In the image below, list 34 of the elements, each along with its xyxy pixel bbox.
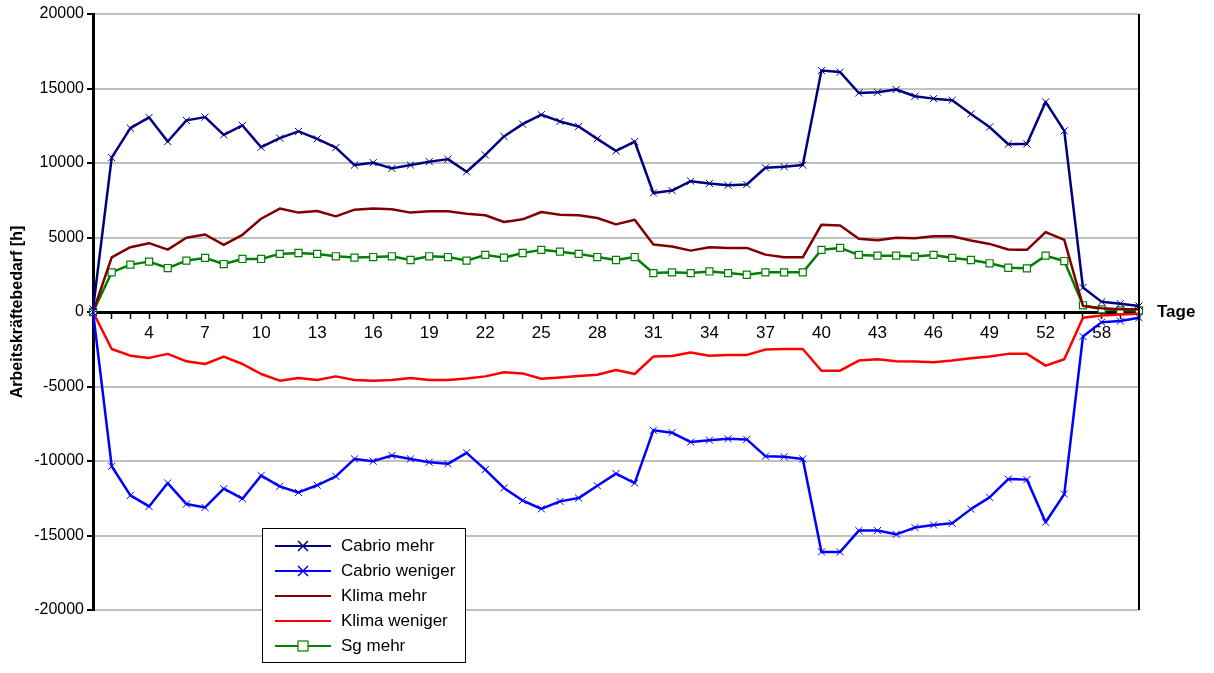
- x-tick-label: 25: [531, 322, 551, 342]
- y-tick-label: 20000: [39, 4, 85, 22]
- legend-label: Klima weniger: [341, 610, 448, 631]
- x-tick-label: 40: [812, 322, 831, 342]
- x-tick-label: 34: [699, 322, 719, 342]
- y-tick-label: 15000: [39, 78, 85, 96]
- legend-label: Cabrio weniger: [341, 560, 456, 581]
- x-tick-label: 28: [587, 322, 607, 342]
- x-tick-label: 49: [980, 322, 1000, 342]
- y-tick-label: -20000: [34, 600, 85, 618]
- x-tick-label: 22: [475, 322, 495, 342]
- x-tick-label: 19: [419, 322, 439, 342]
- legend-label: Klima mehr: [341, 585, 427, 606]
- x-tick-label: 52: [1036, 322, 1056, 342]
- y-axis-title: Arbeitskräftebedarf [h]: [8, 225, 26, 399]
- y-tick-label: -5000: [43, 376, 85, 394]
- y-tick-label: 0: [75, 302, 85, 320]
- x-tick-label: 4: [144, 322, 154, 342]
- x-tick-label: 16: [363, 322, 383, 342]
- legend-label: Sg mehr: [341, 635, 406, 656]
- x-tick-label: 43: [868, 322, 887, 342]
- x-tick-label: 46: [924, 322, 943, 342]
- y-tick-label: 5000: [48, 227, 85, 245]
- y-tick-label: 10000: [39, 153, 85, 171]
- x-tick-label: 37: [755, 322, 775, 342]
- x-tick-label: 10: [251, 322, 271, 342]
- x-tick-label: 58: [1092, 322, 1112, 342]
- x-tick-label: 7: [200, 322, 210, 342]
- y-tick-label: -10000: [34, 451, 85, 469]
- x-axis-title: Tage: [1157, 301, 1196, 321]
- x-tick-label: 13: [307, 322, 327, 342]
- x-tick-label: 31: [643, 322, 663, 342]
- y-tick-label: -15000: [34, 525, 85, 543]
- legend-label: Cabrio mehr: [341, 535, 435, 556]
